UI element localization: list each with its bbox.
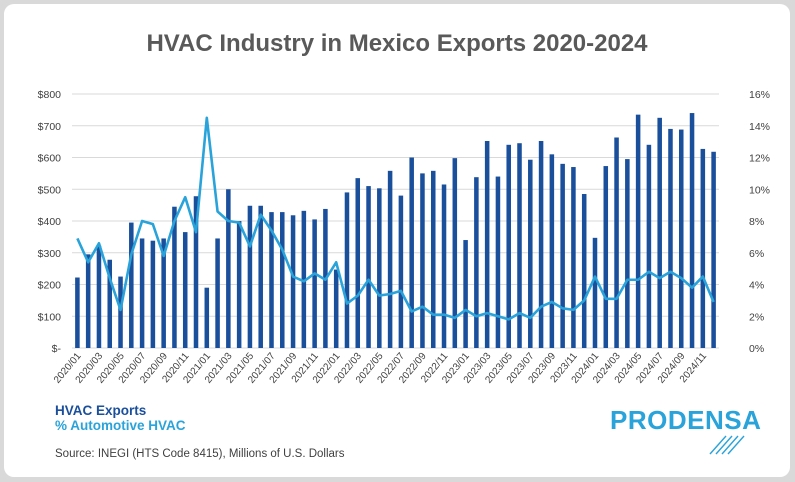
bar — [625, 159, 630, 348]
brand-stripes-icon — [709, 435, 745, 455]
left-axis-tick-label: $100 — [38, 311, 62, 323]
bar — [452, 158, 458, 348]
brand-logo: PRODENSA — [610, 405, 762, 435]
left-axis-tick-label: $300 — [38, 248, 62, 260]
bar — [355, 178, 361, 348]
right-axis-tick-label: 2% — [749, 311, 764, 323]
left-axis-tick-label: $200 — [38, 280, 62, 292]
right-axis-labels: 0% 2% 4% 6% 8% 10% 12% 14% 16% — [749, 89, 770, 355]
left-axis-tick-label: $800 — [38, 89, 62, 101]
left-axis-labels: $- $100 $200 $300 $400 $500 $600 $700 $800 — [38, 89, 62, 355]
left-axis-tick-label: $500 — [38, 184, 62, 196]
line-series-automotive-pct — [76, 116, 715, 321]
legend: HVAC Exports % Automotive HVAC — [55, 403, 186, 433]
bar — [603, 166, 609, 348]
bar — [118, 276, 123, 348]
bar — [269, 212, 274, 348]
right-axis-tick-label: 14% — [749, 121, 770, 133]
right-axis-tick-label: 12% — [749, 153, 770, 165]
bar — [678, 129, 684, 348]
left-axis-tick-label: $400 — [38, 216, 62, 228]
legend-item-automotive-pct: % Automotive HVAC — [55, 418, 186, 433]
bar — [528, 159, 533, 348]
bar — [463, 240, 468, 348]
right-axis-tick-label: 0% — [749, 343, 764, 355]
bar — [409, 157, 414, 348]
automotive-pct-line — [76, 116, 715, 321]
right-axis-tick-label: 6% — [749, 248, 764, 260]
bar — [215, 238, 220, 348]
bar — [538, 140, 544, 348]
right-axis-tick-label: 4% — [749, 280, 764, 292]
right-axis-tick-label: 10% — [749, 184, 770, 196]
bar — [96, 245, 102, 348]
left-axis-tick-label: $600 — [38, 153, 62, 165]
bar — [571, 167, 576, 348]
bar — [150, 240, 156, 348]
bar — [193, 196, 199, 348]
bar — [495, 176, 501, 348]
legend-item-hvac-exports: HVAC Exports — [55, 403, 147, 418]
chart-card: HVAC Industry in Mexico Exports 2020-202… — [4, 4, 790, 477]
bar — [75, 277, 80, 348]
bar — [85, 254, 91, 348]
gridlines — [72, 93, 719, 349]
bar — [430, 170, 436, 348]
bar — [506, 144, 511, 348]
bar — [668, 128, 673, 348]
bar — [689, 113, 695, 348]
bar-series-hvac-exports — [75, 113, 716, 349]
bar — [172, 206, 177, 348]
bar — [398, 195, 404, 348]
bar — [614, 137, 619, 348]
bar — [139, 238, 145, 348]
right-axis-tick-label: 16% — [749, 89, 770, 101]
bar — [592, 237, 598, 348]
bar — [646, 144, 652, 348]
bar — [377, 188, 382, 348]
bar — [312, 219, 317, 348]
bar — [226, 189, 231, 348]
bar — [290, 215, 296, 348]
bar — [107, 259, 113, 348]
x-axis-labels: 2020/012020/032020/052020/072020/092020/… — [52, 351, 709, 386]
bar — [366, 186, 371, 348]
bar — [247, 205, 253, 348]
bar — [657, 117, 662, 348]
bar — [441, 184, 447, 348]
right-axis-tick-label: 8% — [749, 216, 764, 228]
bar — [635, 114, 641, 348]
bar — [333, 269, 339, 348]
bar — [182, 232, 188, 348]
bar — [387, 170, 393, 348]
combo-chart: $- $100 $200 $300 $400 $500 $600 $700 $800 0% 2% 4… — [38, 89, 770, 386]
bar — [474, 177, 479, 348]
bar — [517, 143, 522, 348]
bar — [711, 151, 716, 348]
bar — [581, 194, 587, 348]
source-note: Source: INEGI (HTS Code 8415), Millions … — [55, 448, 345, 460]
bar — [280, 212, 285, 348]
bar — [700, 148, 706, 348]
left-axis-tick-label: $700 — [38, 121, 62, 133]
left-axis-tick-label: $- — [52, 343, 62, 355]
bar — [420, 173, 425, 349]
bar — [236, 221, 242, 348]
bar — [161, 238, 166, 348]
bar — [549, 154, 555, 348]
bar — [258, 205, 263, 348]
bar — [204, 287, 210, 348]
bar — [344, 192, 350, 348]
bar — [129, 222, 134, 348]
bar — [301, 210, 307, 348]
chart-title: HVAC Industry in Mexico Exports 2020-202… — [146, 30, 648, 57]
bar — [484, 140, 490, 348]
bar — [560, 163, 565, 348]
